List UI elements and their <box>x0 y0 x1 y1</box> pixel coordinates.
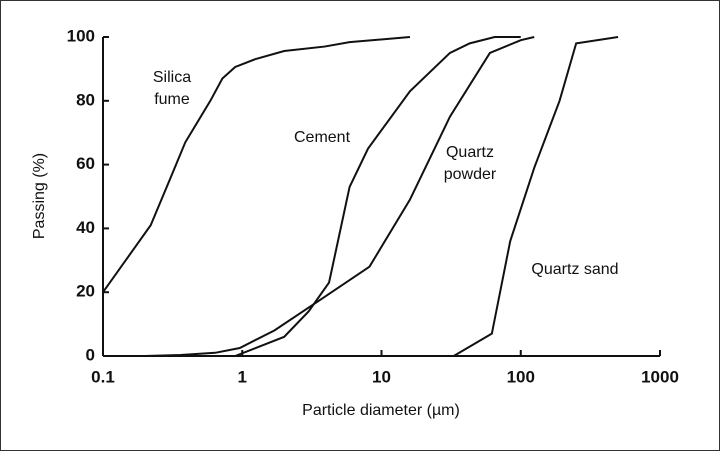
x-tick-label: 0.1 <box>91 367 115 386</box>
x-tick-label: 1000 <box>641 367 679 386</box>
y-tick-label: 40 <box>76 218 95 237</box>
x-axis-label: Particle diameter (µm) <box>302 402 460 419</box>
y-tick-label: 20 <box>76 282 95 301</box>
series-label: Silica fume <box>153 69 191 108</box>
series-label: Quartz powder <box>444 144 497 183</box>
y-tick-label: 80 <box>76 90 95 109</box>
y-tick-label: 0 <box>86 345 95 364</box>
series-label-line: Silica <box>153 69 191 86</box>
line <box>234 36 521 357</box>
line <box>144 36 535 357</box>
y-tick-label: 100 <box>67 26 95 45</box>
series-label-line: powder <box>444 166 497 183</box>
line <box>453 36 619 357</box>
y-tick-label: 60 <box>76 154 95 173</box>
x-tick-label: 1 <box>238 367 247 386</box>
y-axis-label: Passing (%) <box>31 153 48 239</box>
series-label-line: Quartz <box>446 144 494 161</box>
series-label: Cement <box>294 129 351 146</box>
line <box>102 36 411 293</box>
series-label-line: fume <box>154 91 190 108</box>
x-tick-label: 10 <box>372 367 391 386</box>
series-label: Quartz sand <box>531 261 618 278</box>
x-tick-label: 100 <box>507 367 535 386</box>
